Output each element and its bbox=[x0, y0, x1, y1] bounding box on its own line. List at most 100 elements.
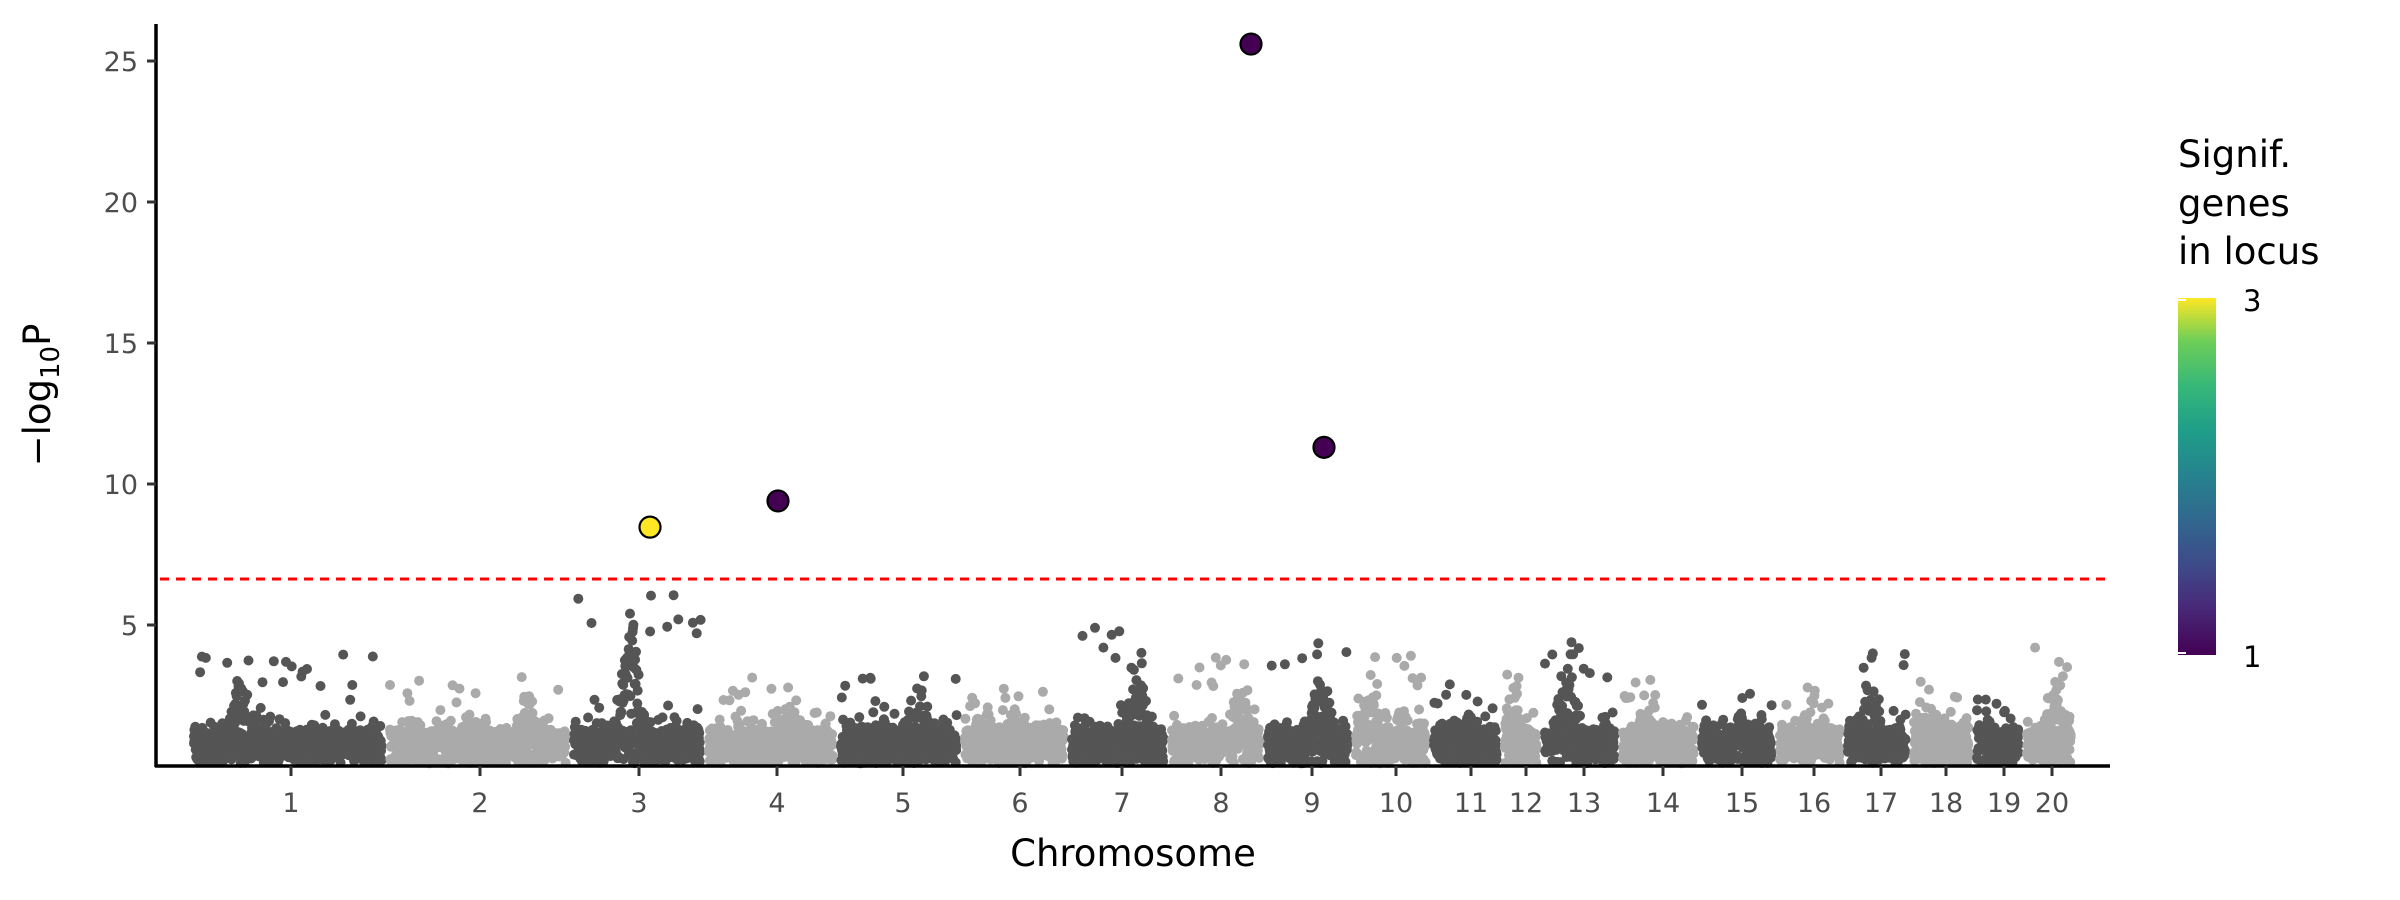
snp-point bbox=[481, 717, 491, 727]
snp-point bbox=[1266, 660, 1277, 671]
snp-point bbox=[694, 737, 705, 748]
snp-point bbox=[553, 684, 564, 695]
snp-point bbox=[657, 712, 668, 723]
snp-point bbox=[960, 713, 971, 724]
snp-point bbox=[1405, 650, 1416, 661]
snp-point bbox=[906, 695, 917, 706]
snp-point bbox=[1312, 649, 1323, 660]
snp-point bbox=[1057, 749, 1068, 760]
snp-point bbox=[1322, 686, 1333, 697]
background-points bbox=[189, 590, 2076, 769]
snp-point bbox=[970, 698, 981, 709]
snp-point bbox=[825, 711, 836, 722]
snp-point bbox=[445, 715, 456, 726]
snp-point bbox=[583, 712, 594, 723]
snp-point bbox=[527, 696, 538, 707]
snp-point bbox=[586, 618, 597, 628]
snp-point bbox=[1191, 680, 1202, 690]
snp-point bbox=[527, 708, 538, 718]
snp-point bbox=[1341, 647, 1352, 658]
snp-point bbox=[827, 739, 838, 750]
snp-point bbox=[695, 614, 706, 625]
snp-point bbox=[1077, 630, 1088, 641]
snp-point bbox=[827, 750, 838, 761]
snp-point bbox=[1146, 711, 1157, 722]
snp-point bbox=[1419, 718, 1429, 729]
snp-point bbox=[1239, 659, 1250, 670]
snp-point bbox=[222, 657, 233, 668]
snp-point bbox=[1138, 683, 1149, 694]
snp-point bbox=[1414, 704, 1425, 715]
snp-point bbox=[376, 755, 387, 766]
snp-point bbox=[402, 688, 413, 699]
snp-point bbox=[1441, 689, 1452, 700]
snp-point bbox=[1342, 738, 1353, 749]
snp-point bbox=[464, 709, 475, 720]
snp-point bbox=[385, 680, 395, 690]
snp-point bbox=[414, 675, 425, 686]
snp-point bbox=[355, 711, 366, 722]
snp-point bbox=[1221, 654, 1232, 665]
snp-point bbox=[594, 702, 605, 713]
snp-point bbox=[616, 707, 627, 718]
snp-point bbox=[451, 697, 462, 708]
snp-point bbox=[1253, 724, 1264, 735]
snp-point bbox=[811, 707, 822, 718]
snp-point bbox=[1011, 708, 1021, 719]
snp-point bbox=[1169, 710, 1180, 721]
snp-point bbox=[673, 614, 684, 625]
snp-point bbox=[632, 685, 643, 696]
snp-point bbox=[1420, 733, 1431, 744]
snp-point bbox=[748, 715, 759, 726]
snp-point bbox=[1136, 647, 1147, 658]
snp-point bbox=[645, 626, 656, 637]
snp-point bbox=[692, 704, 703, 715]
snp-point bbox=[1279, 659, 1290, 670]
snp-point bbox=[736, 705, 747, 716]
snp-point bbox=[951, 745, 962, 755]
snp-point bbox=[694, 728, 705, 738]
snp-point bbox=[286, 661, 297, 672]
snp-point bbox=[1432, 698, 1443, 709]
snp-point bbox=[200, 652, 211, 663]
snp-point bbox=[791, 695, 802, 706]
snp-point bbox=[1037, 686, 1048, 697]
snp-point bbox=[916, 685, 927, 696]
snp-point bbox=[998, 683, 1009, 694]
snp-point bbox=[268, 656, 279, 667]
snp-point bbox=[1110, 652, 1121, 663]
snp-point bbox=[347, 680, 358, 690]
snp-point bbox=[338, 649, 349, 660]
snp-point bbox=[1090, 622, 1100, 633]
snp-point bbox=[1368, 700, 1379, 710]
snp-point bbox=[1000, 692, 1011, 703]
snp-point bbox=[695, 747, 706, 758]
snp-point bbox=[573, 593, 584, 604]
snp-point bbox=[840, 680, 851, 691]
snp-point bbox=[1365, 670, 1376, 680]
snp-point bbox=[1194, 662, 1205, 673]
snp-point bbox=[255, 702, 266, 713]
snp-point bbox=[1044, 704, 1055, 715]
snp-point bbox=[320, 709, 331, 720]
snp-point bbox=[1254, 752, 1265, 763]
snp-point bbox=[1381, 712, 1392, 723]
snp-point bbox=[633, 669, 644, 680]
snp-point bbox=[1370, 652, 1381, 663]
snp-point bbox=[1371, 690, 1382, 701]
snp-point bbox=[1114, 626, 1125, 637]
snp-point bbox=[922, 701, 933, 712]
snp-point bbox=[740, 687, 751, 698]
snp-point bbox=[470, 688, 481, 699]
snp-point bbox=[1242, 685, 1253, 696]
snp-point bbox=[646, 590, 656, 601]
snp-point bbox=[691, 628, 702, 639]
snp-point bbox=[302, 664, 312, 674]
snp-point bbox=[243, 655, 254, 666]
snp-point bbox=[662, 621, 673, 632]
snp-point bbox=[724, 695, 735, 706]
snp-point bbox=[1128, 664, 1139, 675]
snp-point bbox=[1416, 672, 1427, 683]
snp-point bbox=[625, 608, 635, 619]
